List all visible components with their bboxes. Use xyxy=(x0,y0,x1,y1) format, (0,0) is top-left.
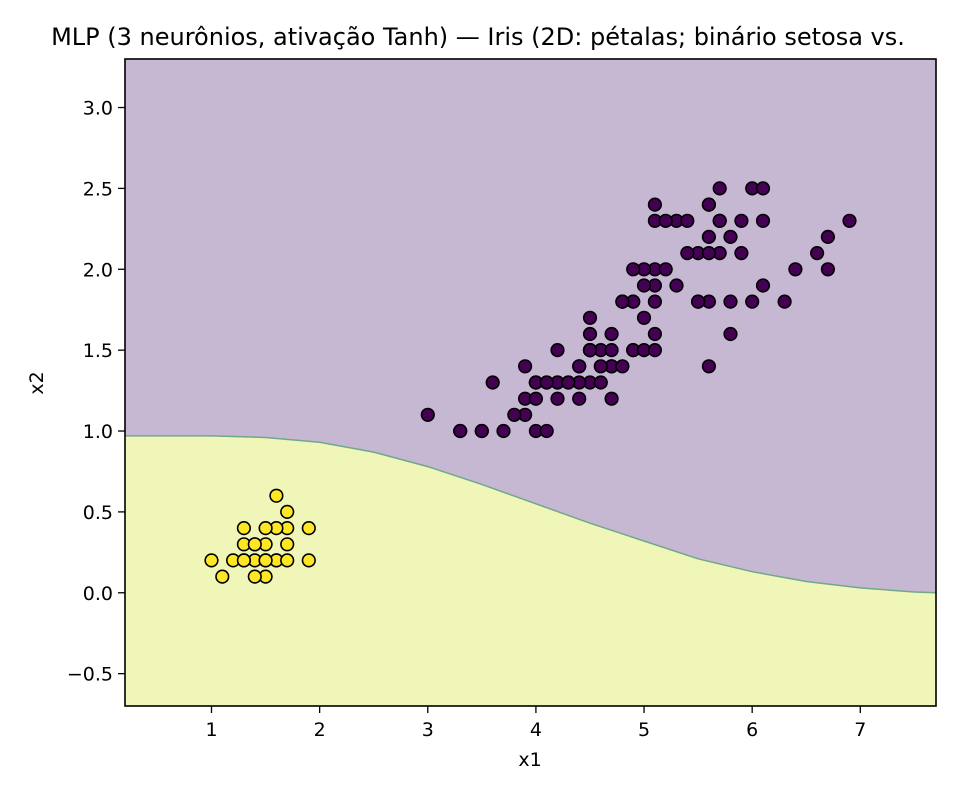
point-other xyxy=(636,310,652,325)
point-other xyxy=(755,213,771,228)
point-other xyxy=(788,262,803,277)
point-other xyxy=(474,423,489,439)
point-other xyxy=(626,262,641,277)
x-tick-label: 7 xyxy=(854,719,866,741)
point-setosa xyxy=(247,537,262,552)
point-other xyxy=(539,375,554,390)
point-other xyxy=(680,246,695,261)
point-other xyxy=(690,294,706,309)
point-other xyxy=(701,246,717,261)
x-axis-label: x1 xyxy=(518,749,541,771)
point-other xyxy=(572,359,587,374)
point-other xyxy=(701,197,717,212)
point-setosa xyxy=(247,569,262,584)
point-other xyxy=(842,213,857,228)
point-other xyxy=(615,359,630,374)
point-other xyxy=(453,423,468,439)
point-other xyxy=(636,278,652,293)
point-other xyxy=(809,246,825,261)
y-tick-label: 0.0 xyxy=(83,583,113,605)
point-other xyxy=(507,407,522,422)
point-setosa xyxy=(236,520,251,536)
point-setosa xyxy=(280,537,295,552)
point-other xyxy=(593,375,608,390)
point-other xyxy=(658,262,673,277)
point-other xyxy=(680,213,695,228)
y-tick-label: 2.5 xyxy=(83,178,113,200)
y-tick-label: 0.5 xyxy=(83,502,113,524)
point-other xyxy=(485,375,500,390)
point-other xyxy=(647,294,663,309)
point-other xyxy=(582,310,598,325)
point-setosa xyxy=(301,520,316,536)
point-other xyxy=(658,213,673,228)
x-tick-label: 4 xyxy=(530,719,542,741)
point-setosa xyxy=(269,488,284,503)
y-tick-label: 1.0 xyxy=(83,421,113,443)
point-other xyxy=(561,375,576,390)
chart-title: MLP (3 neurônios, ativação Tanh) — Iris … xyxy=(51,23,905,51)
y-tick-label: −0.5 xyxy=(67,664,113,686)
point-other xyxy=(755,278,771,293)
point-other xyxy=(723,326,738,342)
point-other xyxy=(647,343,663,358)
plot-frame xyxy=(124,58,937,707)
y-axis-label: x2 xyxy=(26,371,48,394)
point-setosa xyxy=(280,504,295,520)
point-other xyxy=(550,391,565,406)
point-setosa xyxy=(236,553,251,568)
point-other xyxy=(701,229,717,244)
point-other xyxy=(420,407,435,422)
point-setosa xyxy=(258,520,273,536)
point-setosa xyxy=(204,553,219,568)
point-other xyxy=(593,359,608,374)
y-tick-label: 2.0 xyxy=(83,259,113,281)
point-other xyxy=(604,326,619,342)
point-other xyxy=(582,343,598,358)
x-axis: 1 2 3 4 5 6 7 xyxy=(205,706,866,741)
point-setosa xyxy=(301,553,316,568)
x-tick-label: 1 xyxy=(205,719,217,741)
point-other xyxy=(615,294,630,309)
point-other xyxy=(604,391,619,406)
x-tick-label: 5 xyxy=(638,719,650,741)
y-tick-label: 1.5 xyxy=(83,340,113,362)
point-other xyxy=(604,343,619,358)
point-other xyxy=(550,343,565,358)
x-tick-label: 2 xyxy=(314,719,326,741)
decision-boundary xyxy=(125,435,937,594)
point-setosa xyxy=(215,569,230,584)
y-tick-label: 3.0 xyxy=(83,98,113,120)
point-other xyxy=(820,229,836,244)
point-other xyxy=(723,229,738,244)
point-other xyxy=(517,359,533,374)
point-other xyxy=(820,262,836,277)
point-other xyxy=(572,391,587,406)
y-axis: −0.5 0.0 0.5 1.0 1.5 2.0 2.5 3.0 xyxy=(67,98,125,686)
point-setosa xyxy=(258,553,273,568)
point-other xyxy=(539,423,554,439)
point-other xyxy=(723,294,738,309)
point-other xyxy=(755,181,771,196)
x-tick-label: 6 xyxy=(746,719,758,741)
point-other xyxy=(496,423,511,439)
plot-area xyxy=(124,58,937,707)
point-other xyxy=(701,359,717,374)
point-other xyxy=(734,246,749,261)
point-other xyxy=(647,197,663,212)
x-tick-label: 3 xyxy=(422,719,434,741)
point-other xyxy=(528,391,544,406)
point-other xyxy=(777,294,792,309)
region-setosa-class xyxy=(125,435,936,706)
point-other xyxy=(734,213,749,228)
point-other xyxy=(582,326,598,342)
point-other xyxy=(647,326,663,342)
point-other xyxy=(745,294,760,309)
point-other xyxy=(669,278,684,293)
point-other xyxy=(712,213,727,228)
point-other xyxy=(712,181,727,196)
point-setosa xyxy=(280,553,295,568)
